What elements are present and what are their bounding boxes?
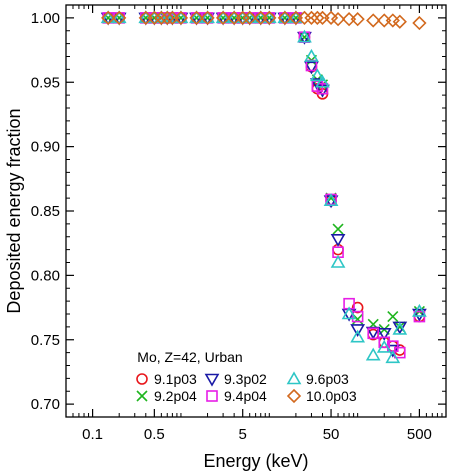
data-point xyxy=(101,10,116,26)
data-point xyxy=(242,10,258,24)
y-tick-label: 0.75 xyxy=(31,332,60,349)
data-point xyxy=(366,13,381,28)
legend-label: 9.2p04 xyxy=(154,388,197,404)
data-point xyxy=(112,10,127,26)
x-tick-label: 500 xyxy=(407,426,432,443)
y-tick-label: 1.00 xyxy=(31,10,60,27)
data-point xyxy=(387,311,399,323)
y-tick-label: 0.90 xyxy=(31,139,60,156)
data-point xyxy=(350,329,366,343)
data-point xyxy=(304,10,319,26)
series-9.3p02 xyxy=(100,12,427,358)
legend-marker xyxy=(206,390,218,402)
legend-label: 9.3p02 xyxy=(224,371,267,387)
data-point xyxy=(304,48,319,62)
y-tick-label: 0.70 xyxy=(31,396,60,413)
x-tick-label: 0.5 xyxy=(144,426,165,443)
data-point xyxy=(385,350,401,364)
y-tick-label: 0.85 xyxy=(31,203,60,220)
series-9.4p04 xyxy=(102,12,426,359)
data-point xyxy=(298,31,311,43)
axis-ticks xyxy=(66,4,446,418)
data-point xyxy=(412,15,427,31)
data-point xyxy=(200,10,215,24)
legend-marker xyxy=(204,373,220,387)
data-point xyxy=(367,327,380,340)
y-tick-label: 0.95 xyxy=(31,74,60,91)
axis-tick-labels: 0.1 0.5 5 50 500 0.70 0.75 0.80 0.85 0.90 0.95 1.00 xyxy=(31,10,432,443)
legend-label: 9.6p03 xyxy=(306,371,349,387)
series-9.6p03 xyxy=(100,10,427,364)
data-point xyxy=(376,339,392,353)
y-tick-label: 0.80 xyxy=(31,267,60,284)
y-axis-label: Deposited energy fraction xyxy=(4,108,24,313)
data-point xyxy=(330,254,346,268)
data-point xyxy=(189,10,204,26)
data-point xyxy=(160,10,175,26)
data-point xyxy=(330,234,346,247)
data-point xyxy=(316,82,329,95)
data-point xyxy=(277,10,293,24)
legend-marker xyxy=(286,388,302,404)
data-point xyxy=(297,29,312,43)
data-point xyxy=(392,321,408,335)
legend-label: 9.1p03 xyxy=(154,371,197,387)
data-point xyxy=(412,308,427,322)
data-point xyxy=(304,61,319,75)
data-point xyxy=(330,12,346,27)
legend-marker xyxy=(136,373,148,385)
data-point xyxy=(350,12,365,27)
data-point xyxy=(351,301,364,314)
legend-marker xyxy=(286,371,302,385)
legend-label: 10.0p03 xyxy=(306,388,357,404)
x-tick-label: 50 xyxy=(323,426,340,443)
legend-title: Mo, Z=42, Urban xyxy=(137,349,242,365)
data-point xyxy=(310,10,325,26)
data-point xyxy=(323,193,339,206)
data-point xyxy=(412,303,427,317)
legend-marker xyxy=(136,390,148,402)
data-point xyxy=(351,310,364,323)
data-point xyxy=(315,74,330,88)
data-point xyxy=(154,10,169,26)
x-tick-label: 0.1 xyxy=(82,426,103,443)
data-point xyxy=(378,336,391,349)
series-9.2p04 xyxy=(102,12,425,336)
data-point xyxy=(100,10,116,24)
x-axis-label: Energy (keV) xyxy=(203,451,308,471)
data-point xyxy=(365,347,381,361)
data-point xyxy=(350,324,366,338)
data-point xyxy=(215,10,231,26)
series-10.0p03 xyxy=(101,10,427,31)
data-point xyxy=(332,223,344,235)
data-point xyxy=(111,10,127,24)
data-point xyxy=(341,306,357,320)
data-point xyxy=(242,10,257,26)
data-point xyxy=(309,68,325,82)
legend-label: 9.4p04 xyxy=(224,388,267,404)
series-9.1p03 xyxy=(102,12,426,356)
plot-frame xyxy=(65,4,447,418)
data-point xyxy=(376,328,392,341)
data-point xyxy=(262,10,277,26)
data-point xyxy=(189,10,204,24)
data-point xyxy=(392,14,407,29)
data-point xyxy=(277,10,292,26)
data-point xyxy=(173,10,189,26)
data-point xyxy=(215,10,231,24)
data-point xyxy=(200,10,215,26)
data-markers xyxy=(100,10,427,364)
data-point xyxy=(394,346,406,359)
x-tick-label: 5 xyxy=(239,426,247,443)
